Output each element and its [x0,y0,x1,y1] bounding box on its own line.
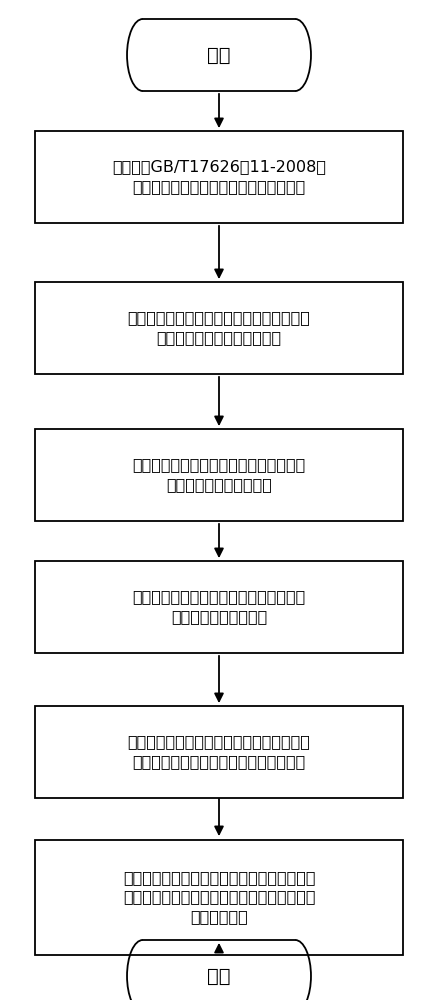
Wedge shape [127,940,143,1000]
Bar [35,706,403,798]
Text: 依据实验数据，绘制表征低压脱扣器电压
暂降特性的电压耐受曲线: 依据实验数据，绘制表征低压脱扣器电压 暂降特性的电压耐受曲线 [132,458,306,492]
Bar [35,561,403,653]
Bar [143,940,295,1000]
Bar [35,840,403,954]
Wedge shape [295,940,311,1000]
Text: 依据国标GB/T17626．11-2008，
建立低压脱扣器的电压暂降特性实验方案: 依据国标GB/T17626．11-2008， 建立低压脱扣器的电压暂降特性实验方… [112,160,326,194]
Text: 开始: 开始 [207,45,231,64]
Bar [35,282,403,374]
Wedge shape [127,19,143,91]
Text: 以用户侧设备耐受电压暂降的能力为依据，结
合聚类结果，筛选出适合的低压脱扣器类型，
形成配置方法: 以用户侧设备耐受电压暂降的能力为依据，结 合聚类结果，筛选出适合的低压脱扣器类型… [123,870,315,924]
Bar [35,429,403,521]
Bar [143,19,295,91]
Text: 根据不同型号的低压脱扣器电压暂降特性数
学模型，利用模糊聚类方法对其进行聚类: 根据不同型号的低压脱扣器电压暂降特性数 学模型，利用模糊聚类方法对其进行聚类 [127,735,311,769]
Text: 结束: 结束 [207,966,231,986]
Text: 针对当前广泛使用的的不同型号低压脱扣器
进行实验，获取有效实验数据: 针对当前广泛使用的的不同型号低压脱扣器 进行实验，获取有效实验数据 [127,311,311,345]
Bar [35,131,403,223]
Text: 对电压耐受曲线进行近似矩形化处理得到
电压暂降特性数学模型: 对电压耐受曲线进行近似矩形化处理得到 电压暂降特性数学模型 [132,590,306,624]
Wedge shape [295,19,311,91]
